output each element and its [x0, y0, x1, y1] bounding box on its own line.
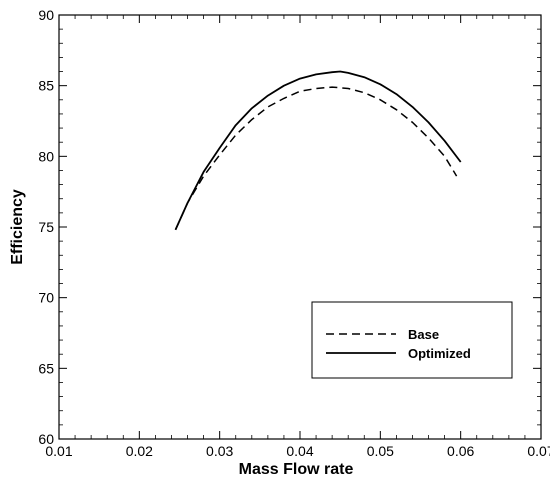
legend-label-optimized: Optimized: [408, 346, 471, 361]
y-tick-label-2: 70: [38, 290, 54, 306]
x-tick-label-3: 0.04: [286, 443, 313, 459]
y-tick-label-4: 80: [38, 148, 54, 164]
x-axis-title: Mass Flow rate: [239, 461, 354, 478]
legend-box: [311, 301, 513, 379]
series-line-base: [174, 86, 458, 231]
y-tick-label-5: 85: [38, 78, 54, 94]
y-tick-label-1: 65: [38, 360, 54, 376]
x-tick-label-6: 0.07: [527, 443, 550, 459]
series-line-optimized: [174, 70, 462, 231]
y-tick-label-0: 60: [38, 431, 54, 447]
y-tick-label-3: 75: [38, 219, 54, 235]
legend-label-base: Base: [408, 327, 439, 342]
y-tick-label-6: 90: [38, 7, 54, 23]
legend: Base Optimized: [311, 301, 513, 379]
x-tick-label-5: 0.06: [447, 443, 474, 459]
x-tick-label-4: 0.05: [367, 443, 394, 459]
x-tick-label-2: 0.03: [206, 443, 233, 459]
y-axis-title: Efficiency: [9, 189, 26, 265]
x-tick-label-1: 0.02: [126, 443, 153, 459]
x-tick-label-0: 0.01: [45, 443, 72, 459]
